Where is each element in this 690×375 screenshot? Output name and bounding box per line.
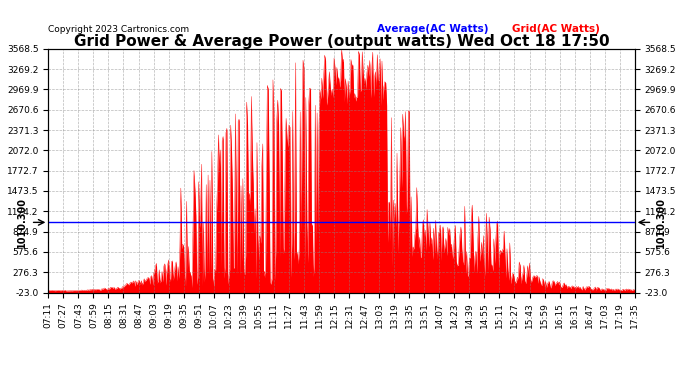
Text: 1010.300: 1010.300 bbox=[17, 197, 27, 248]
Text: 1010.300: 1010.300 bbox=[656, 197, 666, 248]
Text: Grid(AC Watts): Grid(AC Watts) bbox=[512, 24, 600, 34]
Title: Grid Power & Average Power (output watts) Wed Oct 18 17:50: Grid Power & Average Power (output watts… bbox=[74, 34, 609, 49]
Text: Average(AC Watts): Average(AC Watts) bbox=[377, 24, 489, 34]
Text: Copyright 2023 Cartronics.com: Copyright 2023 Cartronics.com bbox=[48, 25, 190, 34]
